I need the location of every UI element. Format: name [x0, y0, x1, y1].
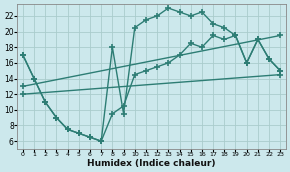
X-axis label: Humidex (Indice chaleur): Humidex (Indice chaleur) — [87, 159, 216, 168]
